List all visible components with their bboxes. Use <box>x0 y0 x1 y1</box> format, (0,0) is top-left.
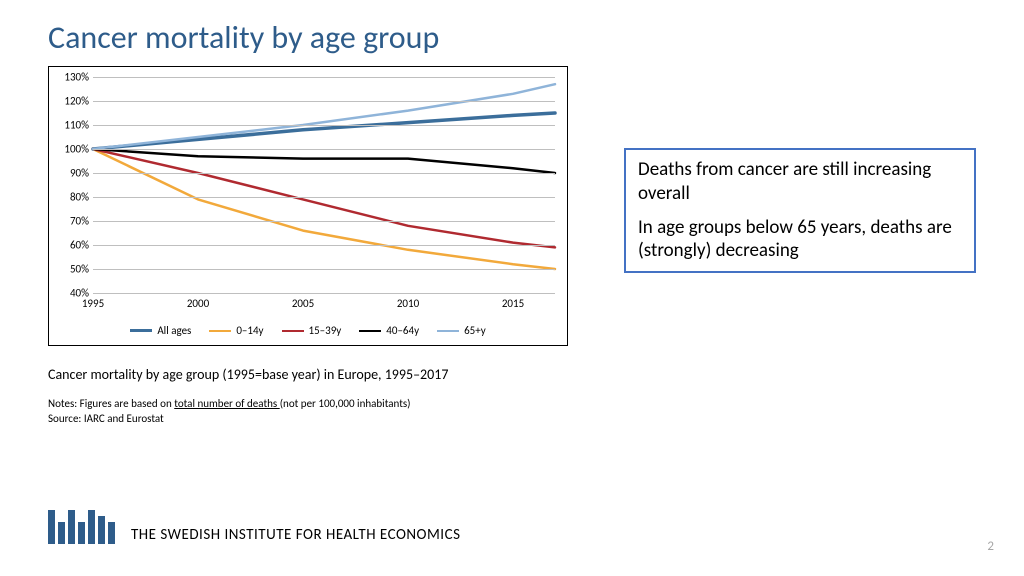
ihe-logo <box>48 510 115 544</box>
legend-item: 0–14y <box>209 324 263 337</box>
chart-caption: Cancer mortality by age group (1995=base… <box>48 366 448 383</box>
gridline <box>93 101 555 102</box>
slide: Cancer mortality by age group 40%50%60%7… <box>0 0 1024 576</box>
callout-box: Deaths from cancer are still increasing … <box>624 148 976 273</box>
x-axis-label: 2005 <box>292 297 314 310</box>
y-axis-label: 100% <box>64 143 89 156</box>
legend-label: All ages <box>157 324 191 337</box>
y-axis-label: 50% <box>70 263 89 276</box>
footer: THE SWEDISH INSTITUTE FOR HEALTH ECONOMI… <box>48 510 460 544</box>
x-axis-label: 2000 <box>187 297 209 310</box>
mortality-chart: 40%50%60%70%80%90%100%110%120%130%199520… <box>48 66 568 346</box>
series-line <box>93 149 555 247</box>
page-number: 2 <box>987 539 994 554</box>
gridline <box>93 269 555 270</box>
x-axis-label: 1995 <box>82 297 104 310</box>
legend-label: 65+y <box>464 324 486 337</box>
gridline <box>93 293 555 294</box>
y-axis-label: 80% <box>70 191 89 204</box>
y-axis-label: 110% <box>64 119 89 132</box>
plot-area: 40%50%60%70%80%90%100%110%120%130%199520… <box>93 77 555 293</box>
footer-org: THE SWEDISH INSTITUTE FOR HEALTH ECONOMI… <box>131 526 460 544</box>
chart-legend: All ages 0–14y 15–39y 40–64y 65+y <box>49 324 567 337</box>
y-axis-label: 90% <box>70 167 89 180</box>
series-line <box>93 149 555 173</box>
y-axis-label: 60% <box>70 239 89 252</box>
gridline <box>93 149 555 150</box>
legend-swatch <box>359 330 381 332</box>
legend-label: 15–39y <box>309 324 342 337</box>
legend-swatch <box>209 330 231 332</box>
page-title: Cancer mortality by age group <box>48 18 439 57</box>
callout-text-1: Deaths from cancer are still increasing … <box>638 158 962 206</box>
gridline <box>93 77 555 78</box>
series-line <box>93 113 555 149</box>
gridline <box>93 221 555 222</box>
legend-swatch <box>130 329 152 332</box>
gridline <box>93 125 555 126</box>
series-line <box>93 149 555 269</box>
y-axis-label: 70% <box>70 215 89 228</box>
legend-swatch <box>437 330 459 332</box>
gridline <box>93 245 555 246</box>
gridline <box>93 197 555 198</box>
legend-item: All ages <box>130 324 191 337</box>
chart-notes: Notes: Figures are based on total number… <box>48 396 411 427</box>
legend-item: 40–64y <box>359 324 419 337</box>
gridline <box>93 173 555 174</box>
y-axis-label: 130% <box>64 71 89 84</box>
legend-item: 15–39y <box>282 324 342 337</box>
x-axis-label: 2015 <box>502 297 524 310</box>
legend-swatch <box>282 330 304 332</box>
y-axis-label: 120% <box>64 95 89 108</box>
chart-lines <box>93 77 555 293</box>
legend-label: 40–64y <box>386 324 419 337</box>
x-axis-label: 2010 <box>397 297 419 310</box>
legend-item: 65+y <box>437 324 486 337</box>
callout-text-2: In age groups below 65 years, deaths are… <box>638 216 962 264</box>
legend-label: 0–14y <box>236 324 263 337</box>
